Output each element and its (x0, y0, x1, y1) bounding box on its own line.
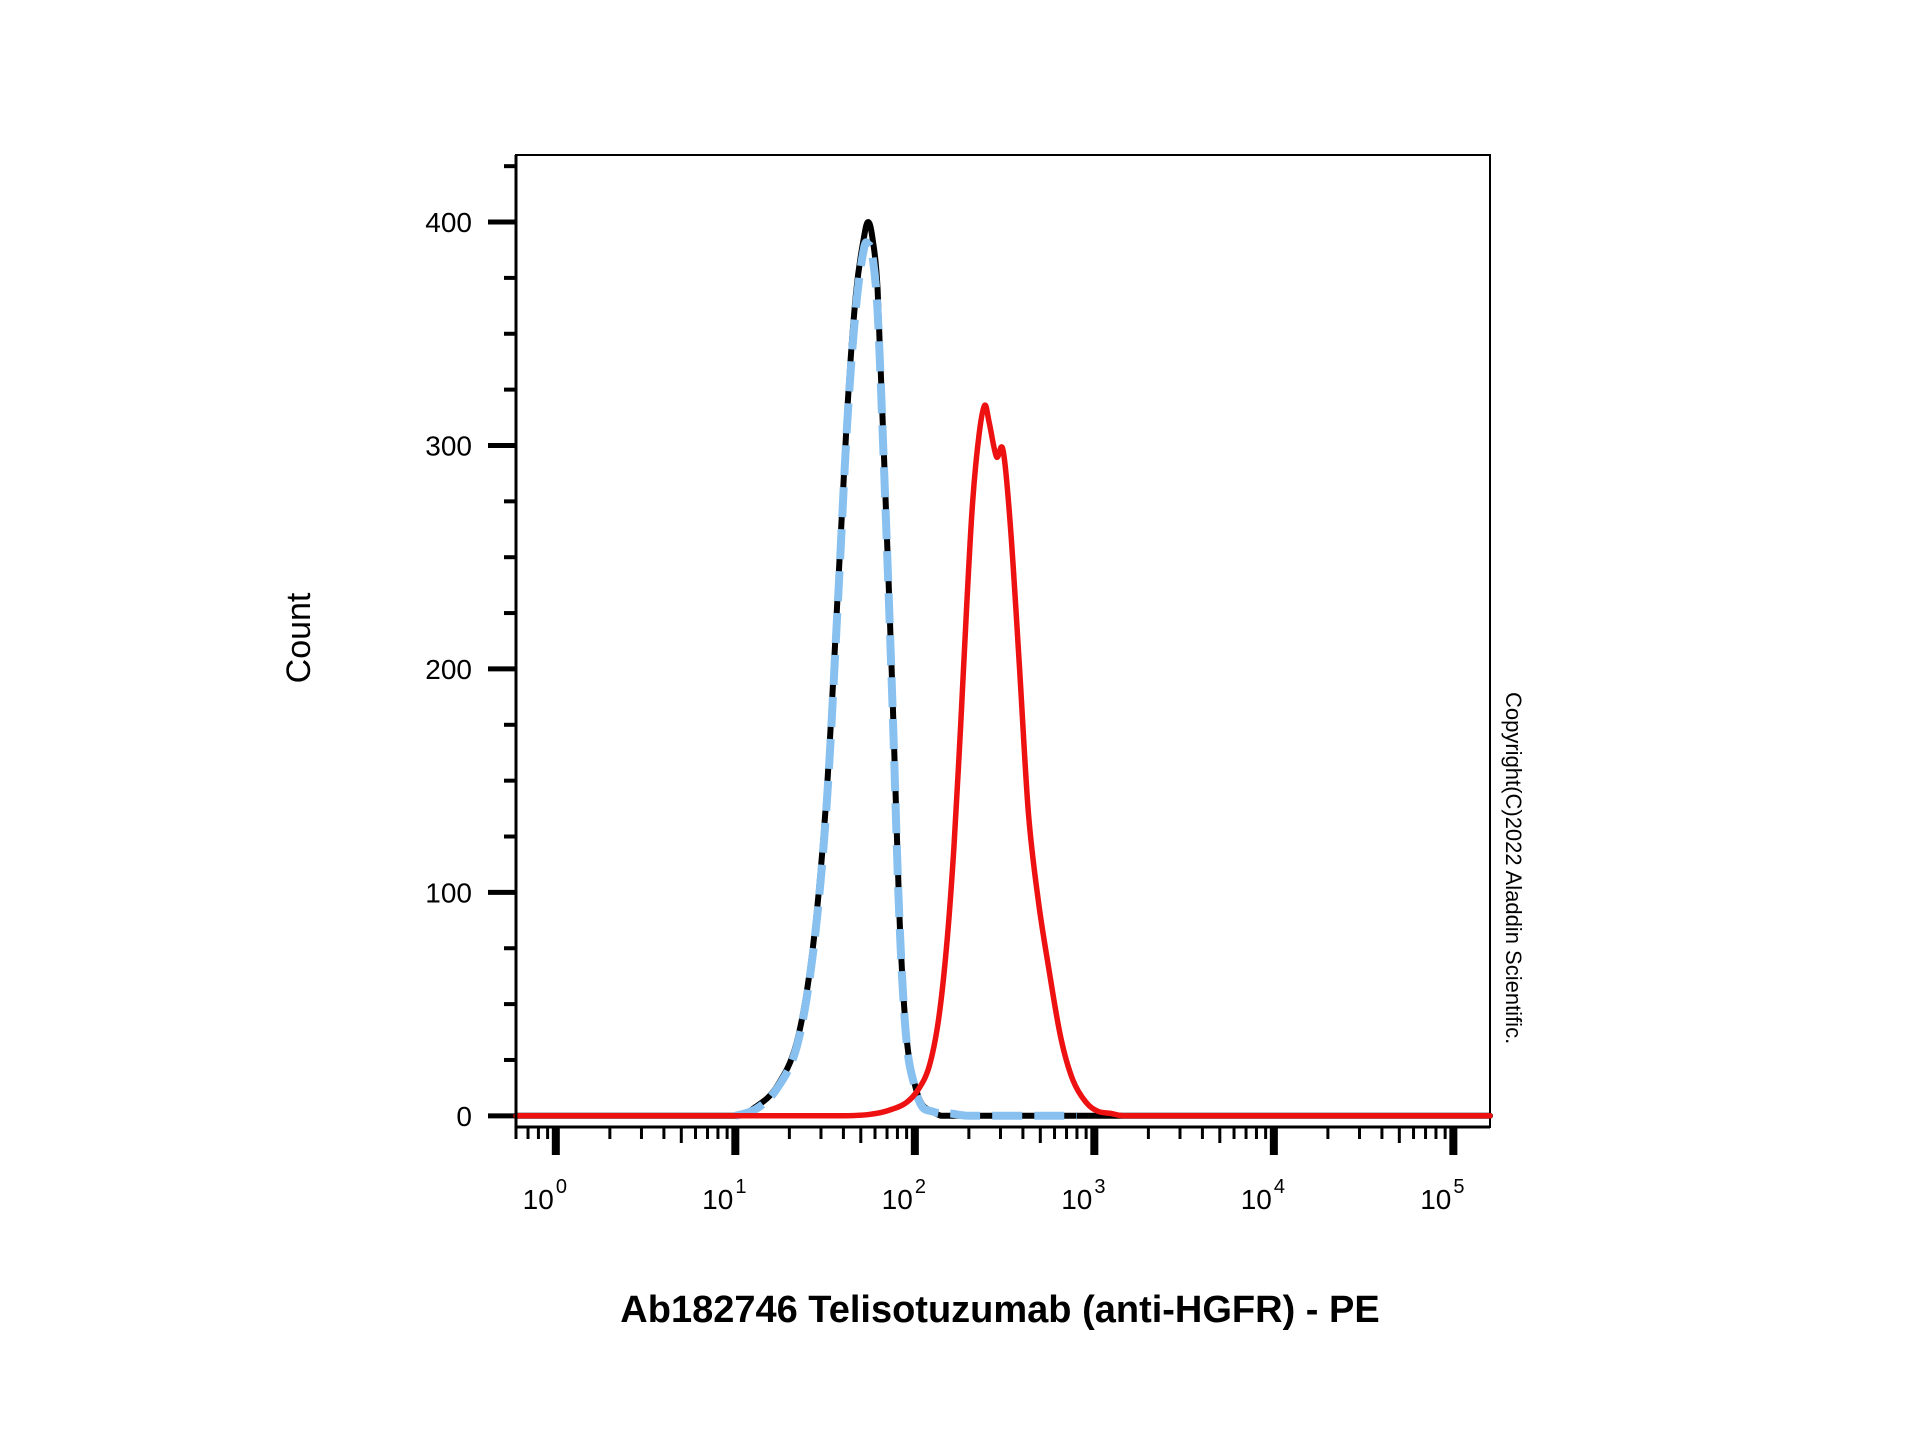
y-tick-label: 300 (425, 430, 472, 461)
y-tick-label: 100 (425, 877, 472, 908)
y-tick-label: 200 (425, 654, 472, 685)
y-major-ticks (488, 219, 516, 1119)
x-tick-labels: 10 0 10 1 10 2 10 3 10 4 10 5 (523, 1176, 1465, 1215)
x-tick-label-base: 10 (523, 1184, 554, 1215)
plot-frame (515, 154, 1491, 1128)
x-tick-label-exponent: 1 (735, 1176, 746, 1198)
x-tick-label-base: 10 (882, 1184, 913, 1215)
x-tick-label-base: 10 (702, 1184, 733, 1215)
x-tick-label: 10 1 (702, 1176, 746, 1215)
x-tick-label-base: 10 (1241, 1184, 1272, 1215)
series-line-black-solid (513, 219, 1493, 1119)
x-tick-label-base: 10 (1420, 1184, 1451, 1215)
x-tick-label-exponent: 0 (556, 1176, 567, 1198)
x-tick-label-exponent: 2 (915, 1176, 926, 1198)
x-tick-label: 10 5 (1420, 1176, 1464, 1215)
x-ticks (514, 1127, 1458, 1155)
copyright-text: Copyright(C)2022 Aladdin Scientific. (1501, 692, 1526, 1044)
x-tick-label-base: 10 (1061, 1184, 1092, 1215)
series-line-red-solid (513, 402, 1493, 1119)
x-tick-label: 10 2 (882, 1176, 926, 1215)
x-tick-label-exponent: 4 (1274, 1176, 1285, 1198)
series-layer (513, 219, 1493, 1120)
x-tick-label-exponent: 5 (1453, 1176, 1464, 1198)
y-tick-label: 400 (425, 207, 472, 238)
series-line-blue-dashed (734, 238, 1077, 1120)
y-axis-title: Count (280, 592, 318, 683)
x-axis-title: Ab182746 Telisotuzumab (anti-HGFR) - PE (620, 1289, 1379, 1331)
y-tick-labels: 0 100 200 300 400 (425, 207, 472, 1132)
x-tick-label: 10 0 (523, 1176, 567, 1215)
y-minor-ticks (504, 164, 516, 1062)
x-tick-label-exponent: 3 (1094, 1176, 1105, 1198)
x-tick-label: 10 3 (1061, 1176, 1105, 1215)
y-tick-label: 0 (456, 1101, 472, 1132)
x-tick-label: 10 4 (1241, 1176, 1285, 1215)
